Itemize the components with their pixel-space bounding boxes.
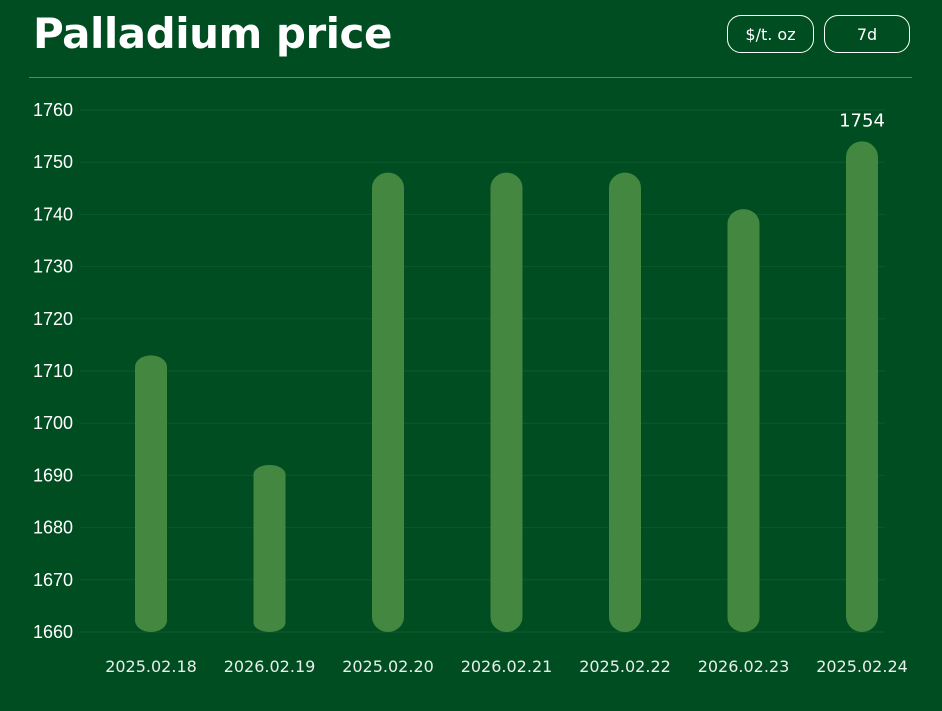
- y-tick-label: 1750: [33, 152, 73, 172]
- y-tick-label: 1660: [33, 622, 73, 642]
- bar[interactable]: [135, 355, 167, 632]
- y-tick-label: 1700: [33, 413, 73, 433]
- bar[interactable]: [253, 464, 286, 632]
- bar[interactable]: [372, 172, 404, 632]
- y-tick-label: 1710: [33, 361, 73, 381]
- gridlines: [80, 109, 885, 633]
- chart-toolbar: $/t. oz 7d: [727, 15, 910, 53]
- bar[interactable]: [609, 172, 641, 632]
- data-labels: 1754: [839, 110, 885, 131]
- y-axis-ticks: 1660 1670 1680 1690 1700 1710 1720 1730 1740 1750…: [33, 100, 73, 642]
- y-tick-label: 1720: [33, 309, 73, 329]
- x-tick-label: 2025.02.22: [579, 657, 671, 676]
- x-axis-ticks: 2025.02.18 2026.02.19 2025.02.20 2026.02.21…: [105, 657, 908, 676]
- x-tick-label: 2026.02.23: [698, 657, 790, 676]
- bar[interactable]: [490, 172, 523, 632]
- y-tick-label: 1680: [33, 518, 73, 538]
- y-tick-label: 1690: [33, 465, 73, 485]
- bar[interactable]: [846, 141, 878, 632]
- data-label: 1754: [839, 110, 885, 131]
- x-tick-label: 2025.02.20: [342, 657, 434, 676]
- header-divider: [29, 77, 912, 78]
- y-tick-label: 1760: [33, 100, 73, 120]
- y-tick-label: 1740: [33, 204, 73, 224]
- y-tick-label: 1670: [33, 570, 73, 590]
- page-title: Palladium price: [33, 9, 392, 58]
- unit-selector-button[interactable]: $/t. oz: [727, 15, 814, 53]
- x-tick-label: 2025.02.24: [816, 657, 908, 676]
- bars: [135, 141, 878, 632]
- x-tick-label: 2025.02.18: [105, 657, 197, 676]
- y-tick-label: 1730: [33, 257, 73, 277]
- x-tick-label: 2026.02.21: [461, 657, 553, 676]
- x-tick-label: 2026.02.19: [224, 657, 316, 676]
- bar[interactable]: [727, 209, 760, 632]
- time-range-button[interactable]: 7d: [824, 15, 910, 53]
